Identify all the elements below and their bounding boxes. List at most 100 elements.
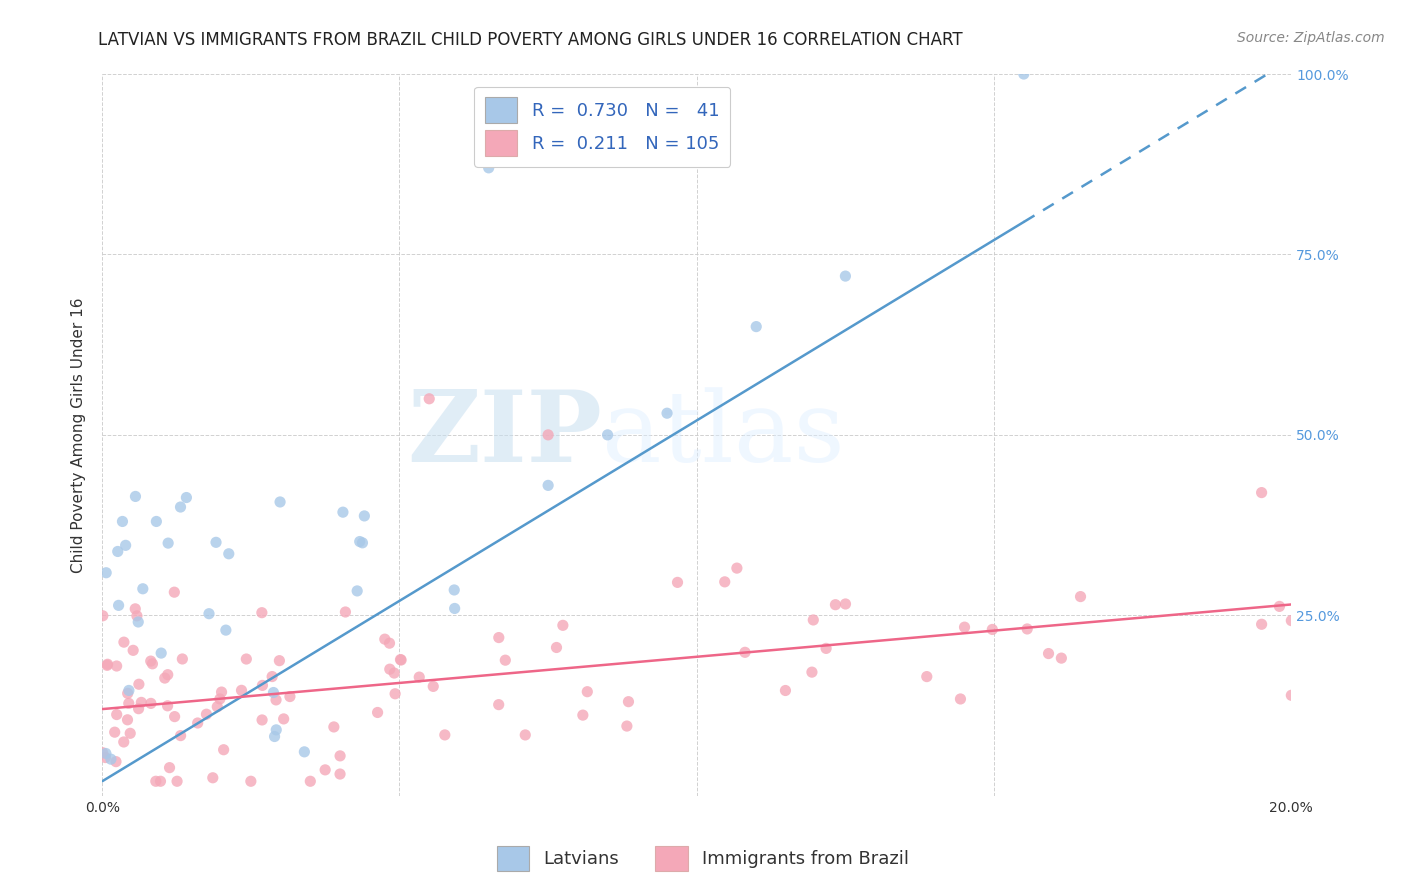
Point [215, 623, 238, 637]
Point [218, 547, 240, 561]
Point [666, 575, 689, 590]
Point [172, 652, 194, 666]
Point [551, 618, 574, 632]
Point [128, 701, 150, 715]
Point [124, 490, 146, 504]
Point [120, 726, 142, 740]
Point [163, 585, 186, 599]
Point [346, 583, 368, 598]
Point [478, 161, 501, 175]
Point [141, 657, 163, 671]
Point [264, 693, 287, 707]
Point [335, 605, 357, 619]
Point [145, 515, 167, 529]
Point [378, 636, 401, 650]
Point [824, 598, 846, 612]
Point [252, 678, 274, 692]
Point [655, 406, 678, 420]
Point [201, 771, 224, 785]
Point [128, 677, 150, 691]
Point [149, 774, 172, 789]
Point [329, 767, 352, 781]
Point [378, 662, 401, 676]
Point [389, 652, 412, 666]
Point [953, 620, 976, 634]
Point [332, 505, 354, 519]
Point [169, 729, 191, 743]
Point [195, 707, 218, 722]
Point [1279, 688, 1302, 702]
Point [488, 698, 510, 712]
Point [443, 601, 465, 615]
Point [235, 652, 257, 666]
Point [949, 692, 972, 706]
Text: ZIP: ZIP [406, 386, 602, 483]
Point [139, 654, 162, 668]
Point [1017, 622, 1039, 636]
Point [494, 653, 516, 667]
Point [384, 687, 406, 701]
Point [156, 667, 179, 681]
Legend: Latvians, Immigrants from Brazil: Latvians, Immigrants from Brazil [489, 838, 917, 879]
Point [166, 774, 188, 789]
Point [915, 670, 938, 684]
Point [212, 743, 235, 757]
Point [156, 698, 179, 713]
Point [100, 752, 122, 766]
Point [576, 684, 599, 698]
Point [418, 392, 440, 406]
Point [374, 632, 396, 647]
Point [713, 574, 735, 589]
Point [1268, 599, 1291, 614]
Point [488, 631, 510, 645]
Point [352, 536, 374, 550]
Point [1279, 614, 1302, 628]
Point [734, 645, 756, 659]
Point [834, 269, 856, 284]
Point [596, 428, 619, 442]
Point [111, 515, 134, 529]
Point [96, 658, 118, 673]
Point [367, 706, 389, 720]
Point [537, 478, 560, 492]
Point [187, 716, 209, 731]
Point [125, 608, 148, 623]
Point [94, 750, 117, 764]
Text: LATVIAN VS IMMIGRANTS FROM BRAZIL CHILD POVERTY AMONG GIRLS UNDER 16 CORRELATION: LATVIAN VS IMMIGRANTS FROM BRAZIL CHILD … [98, 31, 963, 49]
Point [91, 746, 114, 760]
Point [105, 707, 128, 722]
Point [1038, 647, 1060, 661]
Point [834, 597, 856, 611]
Point [157, 536, 180, 550]
Point [537, 428, 560, 442]
Point [169, 500, 191, 514]
Point [207, 699, 229, 714]
Point [139, 697, 162, 711]
Point [264, 723, 287, 737]
Point [153, 671, 176, 685]
Point [231, 683, 253, 698]
Point [250, 606, 273, 620]
Point [112, 735, 135, 749]
Point [329, 748, 352, 763]
Point [97, 657, 120, 672]
Point [1012, 67, 1035, 81]
Point [389, 653, 412, 667]
Point [176, 491, 198, 505]
Point [250, 713, 273, 727]
Point [1050, 651, 1073, 665]
Point [572, 708, 595, 723]
Point [263, 730, 285, 744]
Point [278, 690, 301, 704]
Text: Source: ZipAtlas.com: Source: ZipAtlas.com [1237, 31, 1385, 45]
Point [211, 685, 233, 699]
Point [117, 713, 139, 727]
Point [981, 623, 1004, 637]
Point [1250, 617, 1272, 632]
Point [145, 774, 167, 789]
Point [94, 747, 117, 761]
Point [349, 534, 371, 549]
Point [815, 641, 838, 656]
Point [745, 319, 768, 334]
Point [800, 665, 823, 680]
